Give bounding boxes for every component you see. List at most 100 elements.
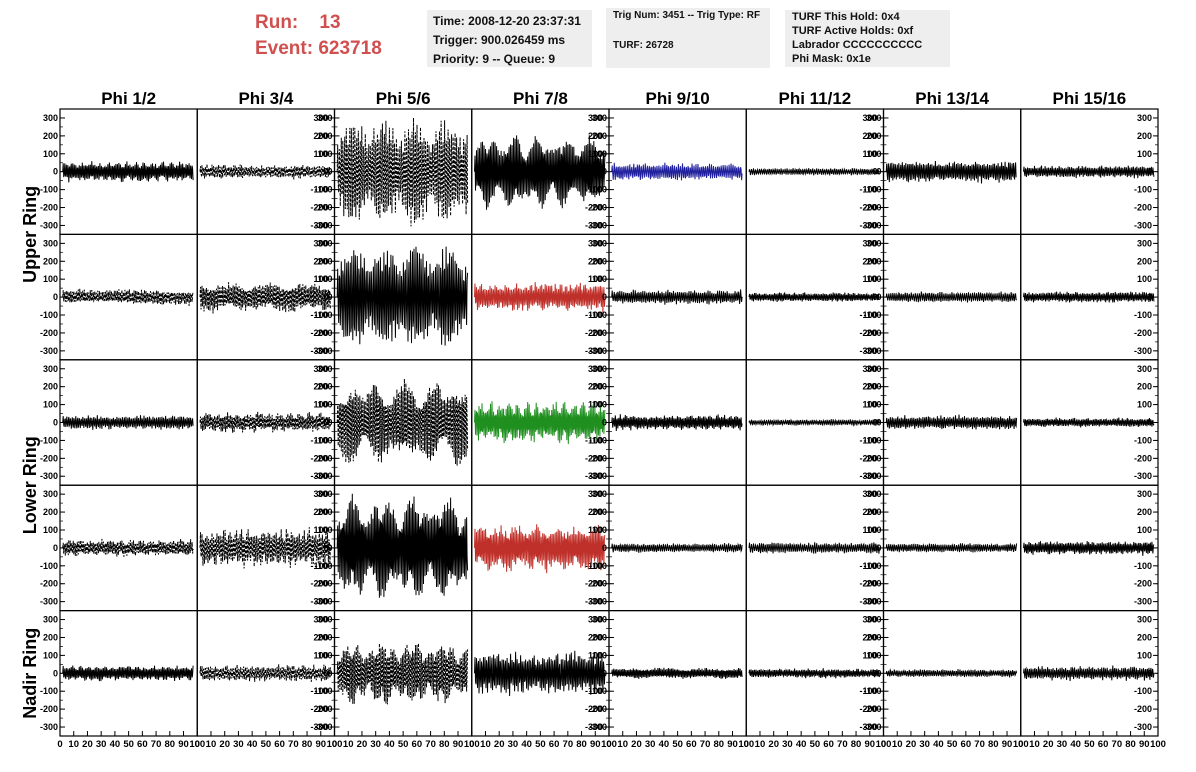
y-tick-label: -200: [863, 203, 881, 213]
y-tick-label: -300: [314, 346, 332, 356]
y-tick-label: 0: [327, 418, 332, 428]
x-tick-label: 90: [727, 739, 738, 750]
y-tick-label: -300: [589, 722, 607, 732]
x-tick-label: 80: [714, 739, 725, 750]
x-tick-label: 20: [1043, 739, 1054, 750]
y-tick-label: 300: [862, 489, 877, 499]
y-tick-label: 0: [602, 668, 607, 678]
waveform-trace: [199, 664, 331, 682]
y-tick-label: 300: [317, 489, 332, 499]
waveform-trace: [336, 117, 469, 227]
x-tick-label: 80: [988, 739, 999, 750]
y-tick-label: -200: [589, 328, 607, 338]
y-tick-label: -300: [589, 346, 607, 356]
y-tick-label: 0: [602, 418, 607, 428]
y-tick-label: -100: [310, 185, 328, 195]
y-tick-label: -100: [859, 185, 877, 195]
y-tick-label: 200: [313, 632, 328, 642]
y-tick-label: 0: [53, 292, 58, 302]
y-tick-label: 100: [866, 400, 881, 410]
y-tick-label: 0: [53, 418, 58, 428]
x-tick-label: 60: [137, 739, 148, 750]
waveform-trace: [336, 493, 469, 598]
waveform-panel: -300 -200 -100 0 100 200 300: [314, 359, 473, 486]
x-tick-label: 70: [563, 739, 574, 750]
y-tick-label: 300: [588, 615, 603, 625]
y-tick-label: 0: [327, 668, 332, 678]
y-tick-label: -100: [1134, 561, 1152, 571]
waveform-trace: [1023, 165, 1155, 179]
y-tick-label: 100: [43, 400, 58, 410]
x-tick-label: 0: [195, 739, 200, 750]
y-tick-label: -200: [585, 579, 603, 589]
waveform-panel: -300 -200 -100 0 100 200 300: [196, 108, 336, 236]
y-tick-label: -100: [310, 310, 328, 320]
waveform-trace: [199, 527, 331, 569]
x-tick-label: 100: [189, 739, 205, 750]
y-tick-label: -100: [585, 561, 603, 571]
y-tick-label: -100: [40, 185, 58, 195]
y-tick-label: -300: [1134, 346, 1152, 356]
y-tick-label: -100: [863, 686, 881, 696]
y-tick-label: 100: [866, 274, 881, 284]
x-tick-label: 20: [631, 739, 642, 750]
x-tick-label: 70: [700, 739, 711, 750]
y-tick-label: 200: [592, 632, 607, 642]
y-tick-label: 200: [1137, 131, 1152, 141]
y-tick-label: 300: [588, 238, 603, 248]
y-tick-label: -200: [314, 704, 332, 714]
y-tick-label: -300: [585, 220, 603, 230]
x-tick-label: 60: [686, 739, 697, 750]
y-tick-label: 100: [317, 149, 332, 159]
x-tick-label: 10: [480, 739, 491, 750]
x-tick-label: 50: [398, 739, 409, 750]
y-tick-label: 300: [313, 238, 328, 248]
trig-info-box: Trig Num: 3451 -- Trig Type: RF TURF: 26…: [606, 8, 770, 68]
waveform-trace: [336, 643, 469, 705]
y-tick-label: -100: [1134, 686, 1152, 696]
x-tick-label: 10: [1029, 739, 1040, 750]
y-tick-label: 100: [1137, 274, 1152, 284]
y-tick-label: 300: [317, 238, 332, 248]
x-tick-label: 90: [590, 739, 601, 750]
turf-info-box: TURF This Hold: 0x4 TURF Active Holds: 0…: [785, 10, 950, 67]
x-tick-label: 40: [110, 739, 121, 750]
waveform-trace: [199, 282, 331, 314]
x-tick-label: 80: [1125, 739, 1136, 750]
column-header: Phi 9/10: [645, 89, 709, 108]
y-tick-label: 100: [862, 274, 877, 284]
y-tick-label: -300: [859, 220, 877, 230]
y-tick-label: 300: [592, 489, 607, 499]
y-tick-label: -300: [863, 597, 881, 607]
y-tick-label: -100: [589, 185, 607, 195]
y-tick-label: 200: [866, 131, 881, 141]
y-tick-label: -200: [40, 203, 58, 213]
y-tick-label: 100: [588, 400, 603, 410]
y-tick-label: -200: [314, 203, 332, 213]
y-tick-label: -300: [863, 722, 881, 732]
run-event-box: Run: 13 Event: 623718: [255, 10, 382, 62]
x-tick-label: 60: [274, 739, 285, 750]
waveform-panel: -300 -200 -100 0 100 200 300: [745, 484, 885, 612]
y-tick-label: 200: [317, 256, 332, 266]
y-tick-label: 100: [588, 274, 603, 284]
y-tick-label: 0: [602, 167, 607, 177]
y-tick-label: -100: [314, 185, 332, 195]
y-tick-label: 200: [317, 131, 332, 141]
y-tick-label: -100: [863, 561, 881, 571]
y-tick-label: 100: [866, 650, 881, 660]
y-tick-label: -300: [859, 346, 877, 356]
y-tick-label: 100: [862, 149, 877, 159]
x-tick-label: 70: [1112, 739, 1123, 750]
y-tick-label: -300: [589, 597, 607, 607]
y-tick-label: 200: [317, 382, 332, 392]
y-tick-label: -200: [859, 579, 877, 589]
run-line: Run: 13: [255, 10, 382, 36]
y-tick-label: 300: [313, 615, 328, 625]
y-tick-label: -100: [310, 686, 328, 696]
y-tick-label: 200: [313, 507, 328, 517]
turf-active-holds-text: TURF Active Holds: 0xf: [792, 25, 914, 37]
